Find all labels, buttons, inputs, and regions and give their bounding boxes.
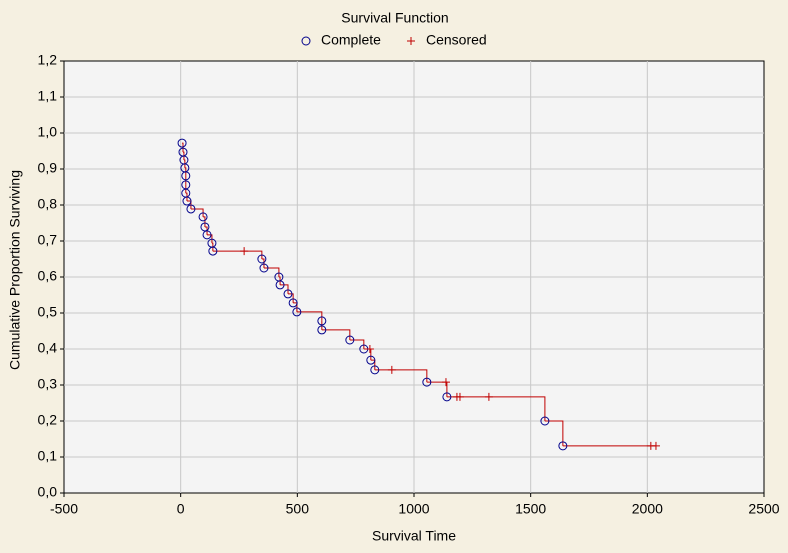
complete-point: [540, 416, 550, 426]
step-segment: [321, 329, 351, 340]
x-tick-label: 1000: [398, 501, 429, 517]
legend-marker: [301, 36, 311, 46]
complete-point: [422, 377, 432, 387]
step-segment: [185, 192, 188, 202]
step-segment: [204, 226, 208, 235]
legend-marker: [407, 37, 415, 45]
step-segment: [211, 242, 214, 252]
y-axis-label: Cumulative Proportion Surviving: [7, 170, 23, 370]
y-tick-label: 0,2: [38, 412, 58, 428]
step-segment: [183, 151, 185, 160]
y-tick-label: 1,0: [38, 124, 58, 140]
y-tick-label: 0,1: [38, 448, 58, 464]
complete-point: [275, 280, 285, 290]
step-segment: [544, 420, 564, 446]
complete-point: [283, 289, 293, 299]
y-tick-label: 0,5: [38, 304, 58, 320]
censored-point: [365, 345, 374, 353]
legend-label: Complete: [321, 32, 381, 48]
censored-point: [387, 365, 396, 374]
censored-point: [441, 378, 450, 387]
complete-point: [198, 212, 208, 222]
complete-point: [558, 441, 568, 451]
step-segment: [261, 258, 265, 268]
complete-point: [288, 298, 298, 308]
y-tick-label: 0,6: [38, 268, 58, 284]
complete-point: [366, 355, 376, 365]
complete-point: [317, 316, 327, 326]
x-tick-label: 500: [286, 501, 310, 517]
complete-point: [182, 196, 192, 206]
complete-point: [257, 254, 267, 264]
complete-point: [345, 335, 355, 345]
step-segment: [184, 167, 187, 176]
step-segment: [183, 159, 186, 168]
step-segment: [288, 293, 294, 303]
complete-point: [317, 325, 327, 335]
step-segment: [280, 284, 289, 294]
y-tick-label: 1,2: [38, 52, 58, 68]
complete-point: [370, 365, 380, 375]
step-segment: [296, 311, 323, 321]
y-tick-label: 0,9: [38, 160, 58, 176]
step-segment: [349, 339, 365, 349]
censored-point: [484, 392, 493, 401]
complete-point: [181, 171, 191, 181]
censored-point: [240, 247, 249, 256]
step-segment: [182, 142, 184, 153]
complete-point: [186, 204, 196, 214]
complete-point: [259, 263, 269, 273]
x-tick-label: 0: [177, 501, 185, 517]
y-tick-label: 0,7: [38, 232, 58, 248]
step-segment: [212, 250, 263, 259]
x-axis-label: Survival Time: [372, 528, 456, 544]
y-tick-label: 1,1: [38, 88, 58, 104]
complete-point: [202, 230, 212, 240]
step-segment: [278, 276, 281, 285]
complete-point: [208, 246, 218, 256]
x-tick-label: -500: [50, 501, 78, 517]
censored-point: [651, 441, 660, 450]
y-tick-label: 0,3: [38, 376, 58, 392]
y-tick-label: 0,0: [38, 484, 58, 500]
legend-label: Censored: [426, 32, 487, 48]
step-segment: [203, 216, 206, 227]
chart-title: Survival Function: [341, 10, 448, 26]
censored-point: [455, 392, 464, 401]
y-tick-label: 0,4: [38, 340, 58, 356]
complete-point: [442, 392, 452, 402]
y-tick-label: 0,8: [38, 196, 58, 212]
x-tick-label: 2500: [748, 501, 779, 517]
complete-point: [292, 307, 302, 317]
x-tick-label: 2000: [632, 501, 663, 517]
step-segment: [446, 396, 546, 421]
step-segment: [207, 234, 213, 244]
complete-point: [177, 138, 187, 148]
x-tick-label: 1500: [515, 501, 546, 517]
step-segment: [263, 267, 280, 277]
